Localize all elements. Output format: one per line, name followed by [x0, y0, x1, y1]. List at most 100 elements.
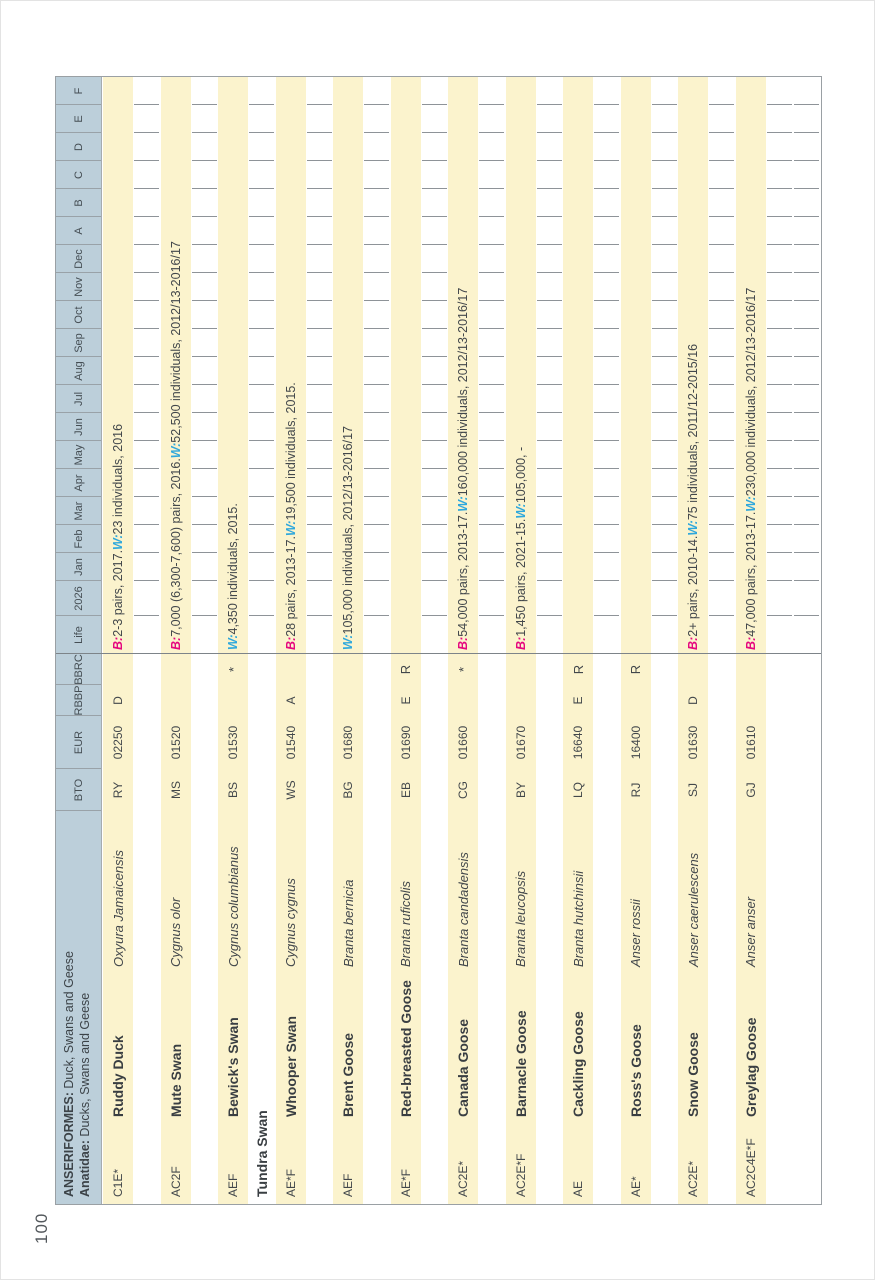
- header-cell-separator: [56, 468, 101, 469]
- record-cell-tick: [479, 328, 504, 329]
- record-cell-tick: [249, 580, 274, 581]
- record-cell-tick: [594, 384, 619, 385]
- species-row: AC2C4E*F Greylag Goose Anser anser GJ 01610 B…: [735, 77, 766, 1204]
- species-row: C1E* Ruddy Duck Oxyura Jamaicensis RY 02250 D…: [103, 77, 133, 1204]
- record-cell-tick: [479, 412, 504, 413]
- record-cell-tick: [766, 440, 792, 441]
- record-cell-tick: [191, 356, 217, 357]
- record-cell-tick: [249, 468, 274, 469]
- rbbp-code: D: [686, 696, 700, 705]
- record-cell-tick: [421, 160, 447, 161]
- record-cell-tick: [249, 188, 274, 189]
- record-entry-row: [593, 77, 621, 1204]
- record-cell-tick: [536, 580, 562, 581]
- record-cell-tick: [594, 300, 619, 301]
- record-cell-tick: [766, 384, 792, 385]
- breeding-marker: B:: [456, 636, 470, 650]
- record-cell-tick: [364, 412, 389, 413]
- record-entry-row: [306, 77, 334, 1204]
- species-row: AE*F Whooper Swan Cygnus cygnus WS 01540 A B: …: [275, 77, 306, 1204]
- record-cell-tick: [134, 412, 159, 413]
- record-cell-tick: [709, 524, 734, 525]
- record-cell-tick: [651, 272, 677, 273]
- record-cell-tick: [306, 328, 332, 329]
- header-category-e: E: [72, 115, 85, 123]
- header-bto: BTO: [72, 778, 85, 802]
- header-cell-separator: [56, 272, 101, 273]
- population-status: B: 7,000 (6,300-7,600) pairs, 2016. W: 5…: [161, 241, 191, 650]
- scientific-name: Anser caerulescens: [685, 852, 701, 967]
- record-cell-tick: [134, 216, 159, 217]
- common-name: Ruddy Duck: [110, 1035, 126, 1117]
- record-cell-tick: [651, 328, 677, 329]
- eur-code: 02250: [111, 725, 125, 760]
- species-row: AC2E*F Barnacle Goose Branta leucopsis BY 01…: [505, 77, 536, 1204]
- record-cell-tick: [191, 216, 217, 217]
- species-row: AEF Bewick's Swan Cygnus columbianus BS 0153…: [218, 77, 248, 1204]
- record-cell-tick: [536, 272, 562, 273]
- record-entry-row: [133, 77, 161, 1204]
- record-cell-tick: [306, 412, 332, 413]
- bbrc-code: *: [455, 666, 471, 673]
- record-cell-tick: [479, 615, 504, 616]
- eur-code: 01670: [513, 725, 528, 760]
- header-cell-separator: [56, 244, 101, 245]
- record-cell-tick: [191, 468, 217, 469]
- rbbp-code: [161, 685, 191, 716]
- record-cell-tick: [134, 384, 159, 385]
- scientific-name: Anser rossii: [628, 899, 643, 967]
- record-cell-tick: [766, 104, 792, 105]
- record-cell-tick: [709, 412, 734, 413]
- record-cell-tick: [651, 132, 677, 133]
- record-cell-tick: [794, 615, 819, 616]
- bbrc-code: [103, 654, 133, 685]
- record-cell-tick: [249, 132, 274, 133]
- header-cell-separator: [56, 104, 101, 105]
- record-cell-tick: [794, 356, 819, 357]
- header-cell-separator: [56, 188, 101, 189]
- common-name: Mute Swan: [167, 1043, 184, 1117]
- record-cell-tick: [306, 160, 332, 161]
- header-cell-separator: [56, 552, 101, 553]
- record-cell-tick: [709, 244, 734, 245]
- record-cell-tick: [766, 496, 792, 497]
- wintering-marker: W:: [168, 442, 183, 459]
- record-cell-tick: [364, 440, 389, 441]
- common-name: Red-breasted Goose: [397, 980, 414, 1117]
- record-cell-tick: [536, 328, 562, 329]
- record-cell-tick: [249, 216, 274, 217]
- inserted-species-name: Tundra Swan: [254, 1110, 270, 1197]
- record-cell-tick: [421, 440, 447, 441]
- record-cell-tick: [651, 160, 677, 161]
- header-month-jan: Jan: [72, 558, 85, 576]
- record-cell-tick: [594, 524, 619, 525]
- record-cell-tick: [421, 216, 447, 217]
- record-cell-tick: [306, 104, 332, 105]
- rbbp-code: [736, 685, 766, 716]
- record-cell-tick: [306, 132, 332, 133]
- record-cell-tick: [249, 412, 274, 413]
- record-entry-row: [248, 77, 276, 1204]
- record-cell-tick: [421, 552, 447, 553]
- record-cell-tick: [191, 496, 217, 497]
- record-cell-tick: [794, 580, 819, 581]
- record-cell-tick: [134, 328, 159, 329]
- rbbp-code: [506, 685, 536, 716]
- header-cell-separator: [56, 810, 101, 811]
- record-cell-tick: [709, 272, 734, 273]
- record-cell-tick: [134, 524, 159, 525]
- record-cell-tick: [364, 216, 389, 217]
- status-text: 7,000 (6,300-7,600) pairs, 2016.: [168, 458, 183, 637]
- record-cell-tick: [421, 615, 447, 616]
- record-cell-tick: [766, 412, 792, 413]
- header-cell-separator: [56, 216, 101, 217]
- rbbp-code: E: [571, 696, 585, 705]
- header-category-a: A: [72, 227, 85, 235]
- eur-code: 16640: [571, 725, 585, 760]
- bbrc-code: [161, 654, 191, 685]
- record-cell-tick: [421, 496, 447, 497]
- record-cell-tick: [306, 300, 332, 301]
- species-row: AE*F Red-breasted Goose Branta ruficolis EB…: [390, 77, 421, 1204]
- record-cell-tick: [306, 188, 332, 189]
- status-text: 160,000 individuals, 2012/13-2016/17: [456, 287, 470, 497]
